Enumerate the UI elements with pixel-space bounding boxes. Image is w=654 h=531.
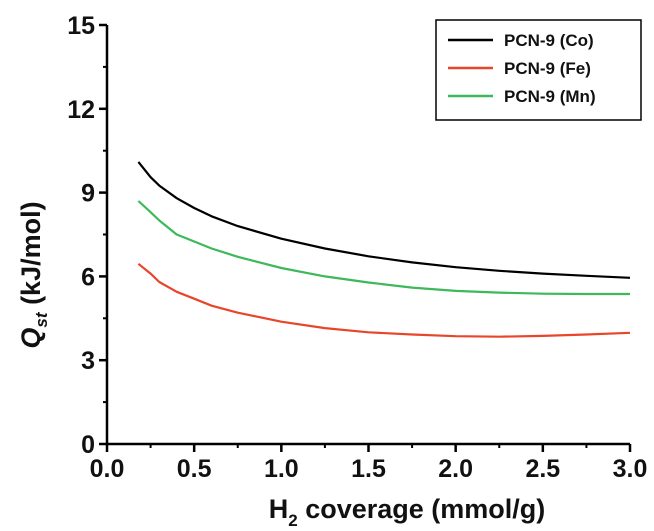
x-axis-title-rest: coverage (mmol/g) xyxy=(298,494,546,524)
y-tick-label: 3 xyxy=(81,347,95,375)
x-tick-label: 0.0 xyxy=(90,455,125,483)
x-axis-title-main: H xyxy=(269,494,289,524)
legend-label: PCN-9 (Mn) xyxy=(504,87,596,106)
y-tick-label: 9 xyxy=(81,180,95,208)
x-tick-label: 1.5 xyxy=(351,455,386,483)
legend-label: PCN-9 (Co) xyxy=(504,31,594,50)
series-line xyxy=(137,161,631,279)
y-axis-title: Qst (kJ/mol) xyxy=(16,201,51,348)
legend-box xyxy=(435,19,642,121)
x-tick-label: 2.5 xyxy=(525,455,560,483)
y-tick-label: 0 xyxy=(81,431,95,459)
x-tick-label: 1.0 xyxy=(264,455,299,483)
y-tick-label: 6 xyxy=(81,263,95,291)
y-axis-title-main: Q xyxy=(16,328,46,349)
x-tick-label: 3.0 xyxy=(613,455,648,483)
y-axis-title-sub: st xyxy=(32,311,51,327)
axes-layer: 0 3 6 9 12 15 0.0 0.5 1.0 1.5 2.0 2.5 3.0 xyxy=(67,12,647,483)
y-tick-label: 15 xyxy=(67,12,95,40)
legend-label: PCN-9 (Fe) xyxy=(504,59,591,78)
x-axis-title: H2 coverage (mmol/g) xyxy=(269,494,546,530)
x-tick-label: 0.5 xyxy=(177,455,212,483)
series-line xyxy=(137,200,630,296)
y-axis-title-rest: (kJ/mol) xyxy=(16,201,46,312)
x-axis-title-sub: 2 xyxy=(288,511,297,530)
series-line xyxy=(137,262,631,338)
x-tick-label: 2.0 xyxy=(438,455,473,483)
legend: PCN-9 (Co) PCN-9 (Fe) PCN-9 (Mn) xyxy=(435,19,642,121)
series-layer xyxy=(137,161,631,338)
y-tick-label: 12 xyxy=(67,96,95,124)
